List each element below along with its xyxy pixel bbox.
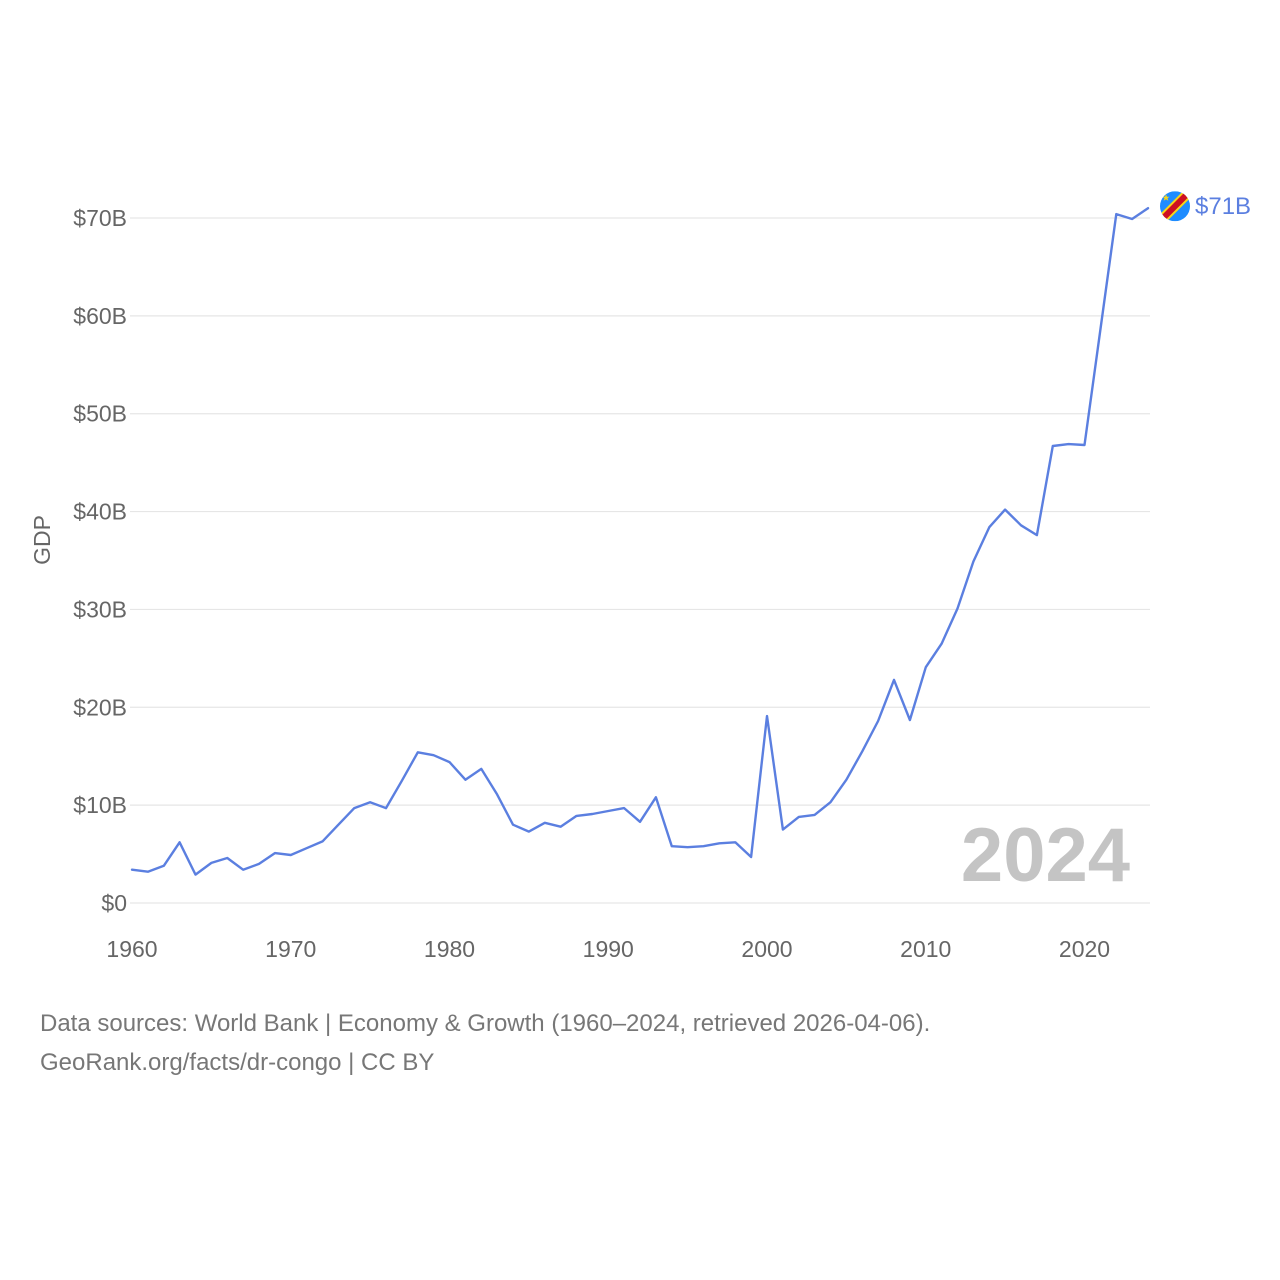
data-point: [290, 854, 292, 856]
x-tick-label: 1980: [424, 936, 475, 962]
data-point: [1036, 534, 1038, 536]
data-point: [813, 814, 815, 816]
data-point: [1099, 328, 1101, 330]
data-point: [147, 870, 149, 872]
data-point: [639, 821, 641, 823]
x-tick-label: 2000: [741, 936, 792, 962]
data-point: [766, 715, 768, 717]
data-point: [623, 807, 625, 809]
data-point: [750, 856, 752, 858]
data-point: [782, 828, 784, 830]
y-tick-label: $60B: [73, 303, 127, 329]
y-tick-label: $30B: [73, 596, 127, 622]
credit-line: GeoRank.org/facts/dr-congo | CC BY: [40, 1049, 435, 1076]
y-tick-label: $50B: [73, 401, 127, 427]
dr-congo-flag-icon: [1160, 191, 1190, 222]
y-tick-label: $10B: [73, 792, 127, 818]
gridlines: [130, 217, 1150, 904]
data-point: [607, 810, 609, 812]
data-point: [575, 815, 577, 817]
y-axis-title: GDP: [29, 515, 55, 565]
data-point: [321, 840, 323, 842]
data-point: [877, 720, 879, 722]
current-year-label: 2024: [961, 813, 1130, 898]
x-axis-ticks: 1960 1970 1980 1990 2000 2010 2020: [106, 936, 1110, 962]
x-tick-label: 2010: [900, 936, 951, 962]
data-point: [353, 807, 355, 809]
data-point: [163, 865, 165, 867]
data-point: [702, 845, 704, 847]
data-point: [274, 852, 276, 854]
data-point: [1083, 444, 1085, 446]
data-point: [1020, 524, 1022, 526]
data-point: [544, 822, 546, 824]
y-tick-label: $70B: [73, 205, 127, 231]
data-point: [718, 842, 720, 844]
data-point: [909, 719, 911, 721]
data-point: [417, 751, 419, 753]
data-point: [480, 768, 482, 770]
y-tick-label: $0: [101, 890, 127, 916]
series-layer: $71B: [130, 191, 1251, 876]
source-note: Data sources: World Bank | Economy & Gro…: [40, 1004, 1240, 1082]
data-point: [178, 841, 180, 843]
data-point: [591, 813, 593, 815]
y-tick-label: $20B: [73, 694, 127, 720]
data-point: [893, 679, 895, 681]
data-point: [242, 869, 244, 871]
data-point: [988, 526, 990, 528]
data-point: [1004, 508, 1006, 510]
data-point: [401, 779, 403, 781]
data-point: [956, 607, 958, 609]
data-point: [528, 830, 530, 832]
data-point: [512, 824, 514, 826]
data-point: [798, 816, 800, 818]
data-point: [1147, 207, 1149, 209]
data-point: [861, 750, 863, 752]
data-point: [925, 666, 927, 668]
data-point: [258, 863, 260, 865]
data-point: [972, 560, 974, 562]
data-point: [734, 841, 736, 843]
data-point: [337, 824, 339, 826]
data-point: [305, 847, 307, 849]
data-point: [1052, 445, 1054, 447]
data-point: [1131, 218, 1133, 220]
x-tick-label: 1960: [106, 936, 157, 962]
data-point: [1067, 443, 1069, 445]
x-tick-label: 1970: [265, 936, 316, 962]
data-point: [448, 761, 450, 763]
data-point: [559, 825, 561, 827]
x-tick-label: 2020: [1059, 936, 1110, 962]
gdp-series-line: [130, 206, 1150, 876]
data-point: [496, 793, 498, 795]
y-axis-ticks: $0 $10B $20B $30B $40B $50B $60B $70B: [73, 205, 127, 916]
series-end-value-label: $71B: [1195, 193, 1251, 220]
source-line: Data sources: World Bank | Economy & Gro…: [40, 1010, 931, 1037]
y-tick-label: $40B: [73, 499, 127, 525]
data-point: [385, 807, 387, 809]
x-tick-label: 1990: [583, 936, 634, 962]
data-point: [210, 862, 212, 864]
data-point: [845, 779, 847, 781]
data-point: [1115, 213, 1117, 215]
data-point: [369, 801, 371, 803]
data-point: [671, 845, 673, 847]
data-point: [464, 779, 466, 781]
data-point: [194, 873, 196, 875]
data-point: [131, 869, 133, 871]
data-point: [686, 846, 688, 848]
data-point: [655, 796, 657, 798]
data-point: [226, 857, 228, 859]
data-point: [940, 642, 942, 644]
data-point: [829, 801, 831, 803]
data-point: [432, 754, 434, 756]
